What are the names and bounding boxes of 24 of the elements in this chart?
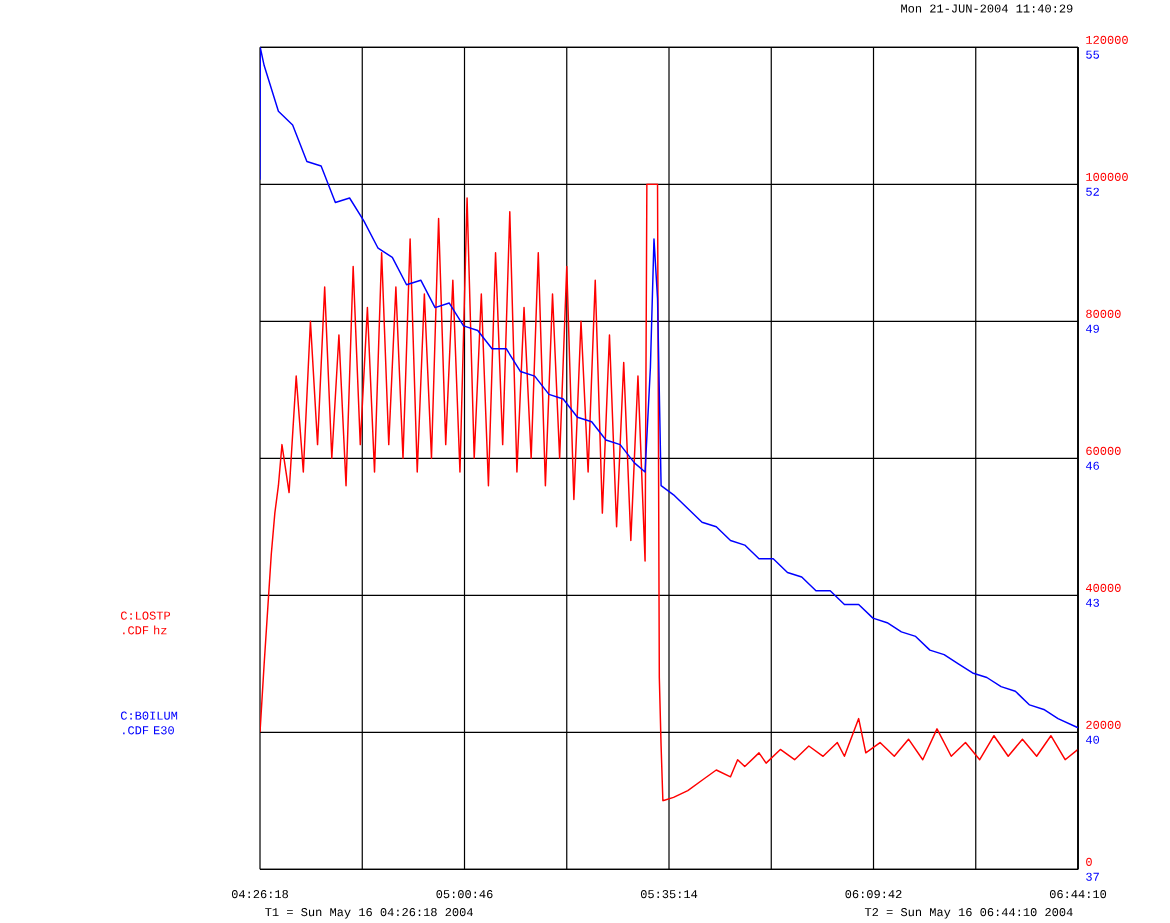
text: T2 = Sun May 16 06:44:10 2004 <box>864 907 1073 919</box>
y-tick-label: 120000 <box>1086 35 1128 44</box>
y2-tick-label: 52 <box>1086 187 1099 196</box>
x-tick-label: 05:35:14 <box>640 889 698 899</box>
y2-tick-label: 55 <box>1086 50 1100 59</box>
y-tick-label: 40000 <box>1085 583 1121 592</box>
y2-tick-label: 43 <box>1086 598 1100 607</box>
x-tick-label: 06:09:42 <box>845 889 902 899</box>
y-tick-label: 20000 <box>1086 720 1121 729</box>
text: C:B0ILUM .CDF E30 <box>120 711 178 735</box>
chart-title: Mon 21-JUN-2004 11:40:29 <box>901 4 1073 13</box>
y-tick-label: 0 <box>1086 857 1092 866</box>
y-tick-label: 60000 <box>1086 446 1121 455</box>
y2-tick-label: 49 <box>1086 324 1099 333</box>
x-tick-label: 06:44:10 <box>1049 889 1107 899</box>
y-tick-label: 100000 <box>1086 172 1128 181</box>
text: T1 = Sun May 16 04:26:18 2004 <box>265 907 473 919</box>
y-tick-label: 80000 <box>1086 309 1121 318</box>
y2-tick-label: 40 <box>1086 735 1100 744</box>
x-tick-label: 04:26:18 <box>231 889 289 899</box>
text: C:LOSTP .CDF hz <box>120 611 171 635</box>
y2-tick-label: 37 <box>1086 872 1099 881</box>
y2-tick-label: 46 <box>1086 461 1100 470</box>
x-tick-label: 05:00:46 <box>436 889 493 899</box>
